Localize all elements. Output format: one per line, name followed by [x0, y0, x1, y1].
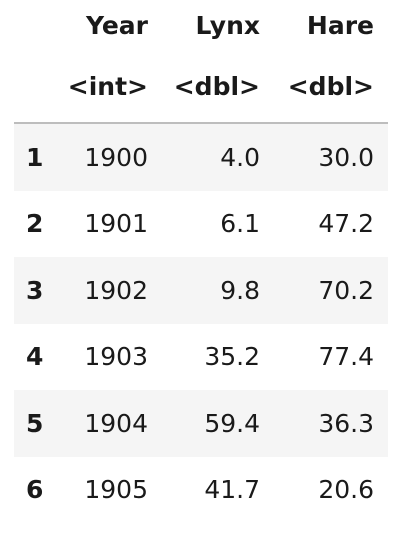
table-row: 4 1903 35.2 77.4	[14, 323, 388, 390]
row-index: 5	[14, 390, 58, 457]
table-row: 5 1904 59.4 36.3	[14, 390, 388, 457]
cell-year: 1901	[58, 190, 162, 257]
row-index: 1	[14, 123, 58, 191]
cell-lynx: 35.2	[162, 323, 274, 390]
cell-lynx: 59.4	[162, 390, 274, 457]
cell-year: 1904	[58, 390, 162, 457]
cell-hare: 36.3	[274, 390, 388, 457]
cell-hare: 47.2	[274, 190, 388, 257]
cell-hare: 20.6	[274, 456, 388, 523]
column-header-year: Year	[86, 10, 148, 40]
cell-year: 1902	[58, 257, 162, 324]
column-type-row: <int> <dbl> <dbl>	[14, 50, 388, 124]
row-index: 4	[14, 323, 58, 390]
cell-hare: 77.4	[274, 323, 388, 390]
table-header: Year Lynx Hare <int> <dbl> <dbl>	[14, 0, 388, 124]
table-body: 1 1900 4.0 30.0 2 1901 6.1 47.2 3 1902 9…	[14, 123, 388, 523]
data-table: Year Lynx Hare <int> <dbl> <dbl> 1 1900 …	[14, 0, 388, 523]
table-row: 3 1902 9.8 70.2	[14, 257, 388, 324]
cell-year: 1905	[58, 456, 162, 523]
row-index: 6	[14, 456, 58, 523]
row-index: 2	[14, 190, 58, 257]
cell-lynx: 6.1	[162, 190, 274, 257]
row-index: 3	[14, 257, 58, 324]
cell-hare: 70.2	[274, 257, 388, 324]
cell-hare: 30.0	[274, 123, 388, 191]
cell-year: 1903	[58, 323, 162, 390]
cell-lynx: 9.8	[162, 257, 274, 324]
column-type-hare: <dbl>	[274, 50, 388, 124]
cell-lynx: 41.7	[162, 456, 274, 523]
cell-year: 1900	[58, 123, 162, 191]
column-header-hare: Hare	[306, 10, 374, 40]
column-header-lynx: Lynx	[195, 10, 260, 40]
column-type-lynx: <dbl>	[162, 50, 274, 124]
cell-lynx: 4.0	[162, 123, 274, 191]
table-row: 2 1901 6.1 47.2	[14, 190, 388, 257]
index-header	[14, 0, 58, 50]
column-type-year: <int>	[58, 50, 162, 124]
column-name-row: Year Lynx Hare	[14, 0, 388, 50]
table-row: 6 1905 41.7 20.6	[14, 456, 388, 523]
index-type-header	[14, 50, 58, 124]
table-row: 1 1900 4.0 30.0	[14, 123, 388, 191]
